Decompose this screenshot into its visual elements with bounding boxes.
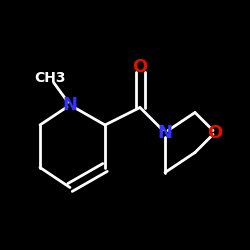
Text: N: N <box>158 124 172 142</box>
Text: O: O <box>132 58 148 76</box>
Text: CH3: CH3 <box>34 70 66 85</box>
Text: O: O <box>208 124 223 142</box>
Text: N: N <box>62 96 78 114</box>
